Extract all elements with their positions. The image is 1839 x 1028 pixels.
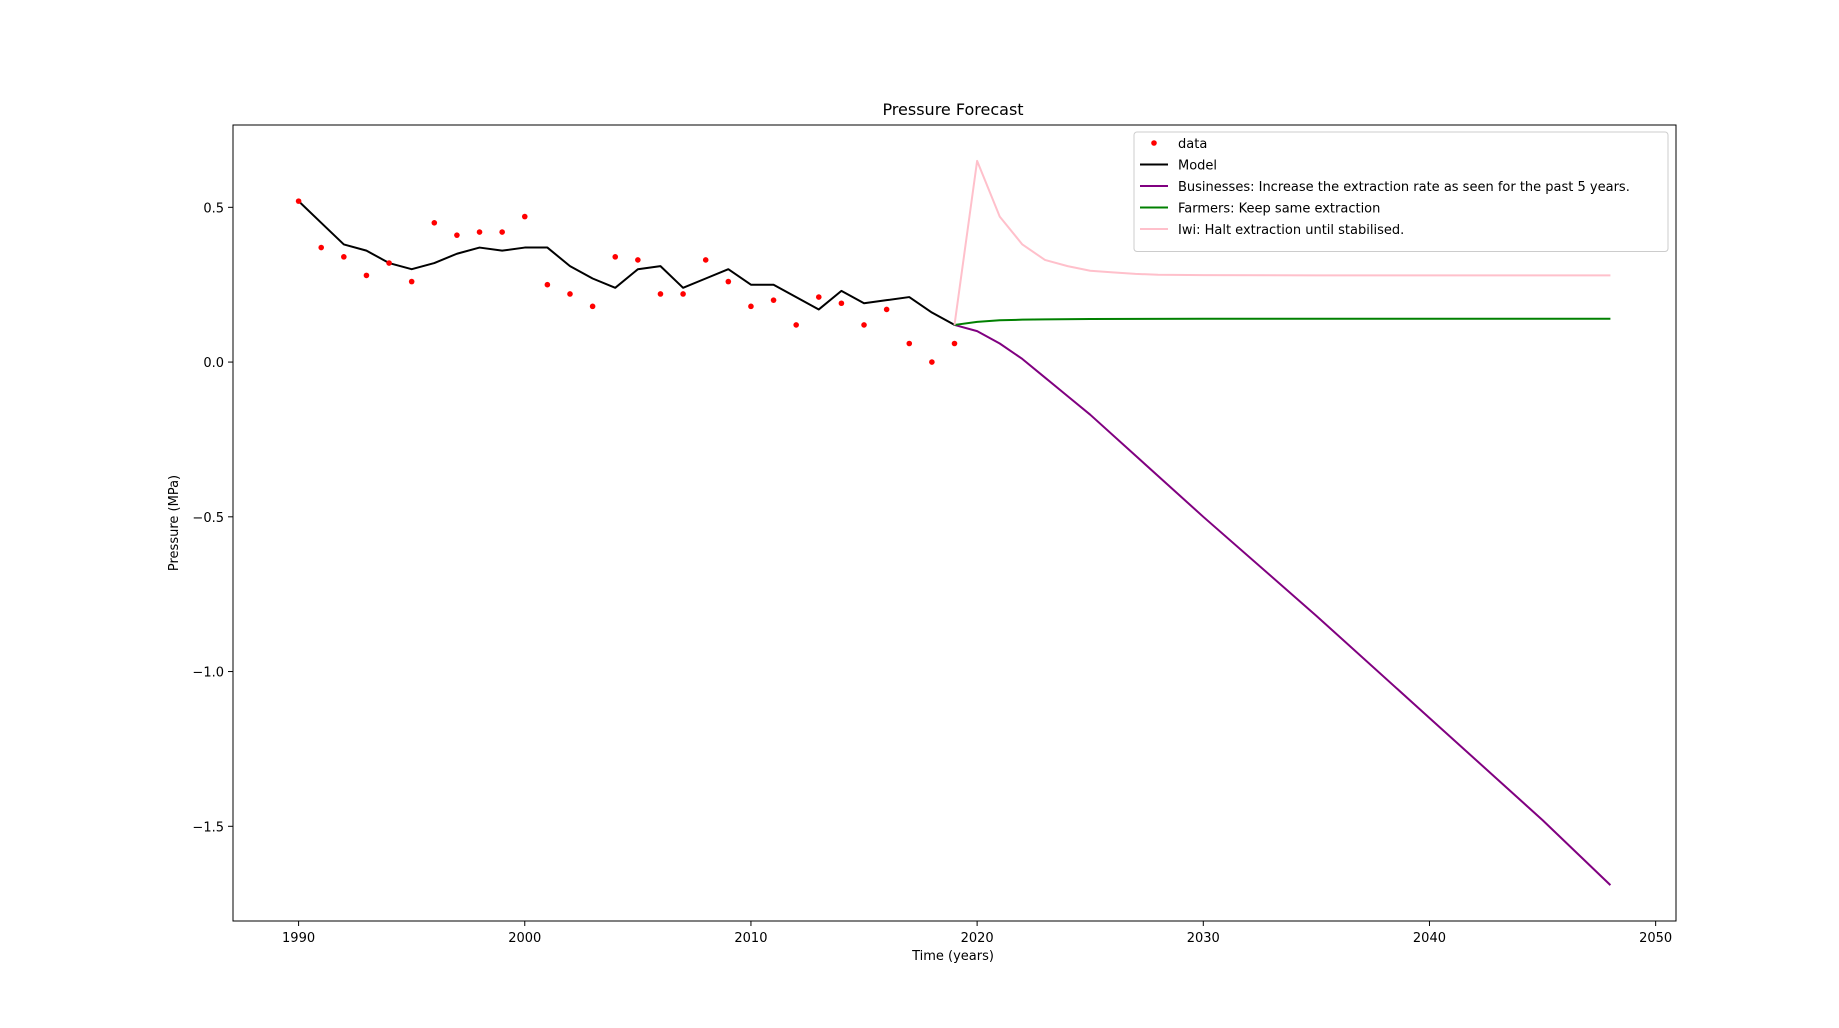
- data-point: [454, 232, 460, 238]
- legend-box: [1133, 131, 1669, 252]
- data-point: [612, 254, 619, 260]
- data-point: [476, 229, 483, 235]
- data-point: [408, 278, 415, 285]
- series-line-farmers: [954, 317, 1611, 326]
- legend-label: Farmers: Keep same extraction: [1178, 202, 1380, 217]
- data-point: [906, 340, 913, 347]
- x-axis-label: Time (years): [911, 949, 994, 964]
- series-line-model: [297, 200, 955, 326]
- x-tick-label: 1990: [282, 931, 315, 946]
- x-tick-label: 2040: [1413, 931, 1446, 946]
- series-group: [295, 159, 1612, 886]
- series-data: [295, 198, 958, 365]
- data-point: [499, 229, 505, 235]
- data-point: [341, 254, 347, 260]
- y-tick-label: 0.5: [203, 201, 224, 216]
- data-point: [702, 257, 709, 263]
- x-tick-label: 2010: [734, 931, 767, 946]
- legend-marker: [1151, 140, 1157, 146]
- data-point: [951, 340, 958, 347]
- data-point: [929, 359, 935, 365]
- plot-area: [295, 159, 1612, 886]
- legend-item-businesses: Businesses: Increase the extraction rate…: [1140, 180, 1630, 195]
- data-point: [363, 272, 370, 279]
- legend-item-farmers: Farmers: Keep same extraction: [1140, 202, 1380, 217]
- data-point: [635, 257, 641, 263]
- data-point: [838, 300, 845, 307]
- legend-item-iwi: Iwi: Halt extraction until stabilised.: [1140, 223, 1404, 238]
- legend-label: Model: [1178, 159, 1217, 174]
- data-point: [680, 291, 686, 297]
- chart-title: Pressure Forecast: [882, 100, 1023, 119]
- data-point: [521, 213, 528, 220]
- data-point: [386, 260, 392, 266]
- y-tick-label: −0.5: [192, 511, 224, 526]
- data-point: [657, 291, 664, 297]
- data-point: [318, 244, 325, 251]
- y-tick-label: −1.0: [192, 666, 224, 681]
- series-line-businesses: [954, 323, 1612, 886]
- y-tick-label: 0.0: [203, 356, 224, 371]
- y-axis-label: Pressure (MPa): [167, 475, 182, 571]
- legend: data Model Businesses: Increase the extrac…: [1133, 131, 1669, 252]
- plot-frame: [232, 124, 1677, 922]
- axes: 1990 2000 2010 2020 2030 2040 2050 −1.5 −1.0 −0.5…: [192, 124, 1677, 946]
- data-point: [589, 303, 596, 310]
- data-point: [793, 322, 799, 328]
- data-point: [861, 322, 867, 328]
- legend-item-data: data: [1151, 137, 1207, 152]
- data-point: [431, 220, 438, 226]
- data-point: [883, 306, 890, 313]
- data-point: [725, 278, 732, 285]
- legend-label: Businesses: Increase the extraction rate…: [1178, 180, 1630, 195]
- data-point: [815, 294, 822, 300]
- x-tick-label: 2020: [961, 931, 994, 946]
- series-line-iwi: [953, 159, 1611, 326]
- x-tick-label: 2050: [1639, 931, 1672, 946]
- data-point: [748, 303, 754, 310]
- y-tick-label: −1.5: [192, 820, 224, 835]
- data-point: [295, 198, 302, 204]
- data-point: [544, 281, 551, 288]
- legend-item-model: Model: [1140, 159, 1217, 174]
- legend-label: Iwi: Halt extraction until stabilised.: [1178, 223, 1404, 238]
- x-tick-label: 2030: [1187, 931, 1220, 946]
- data-point: [567, 291, 573, 297]
- x-tick-label: 2000: [508, 931, 541, 946]
- data-point: [770, 297, 777, 303]
- legend-label: data: [1178, 137, 1207, 152]
